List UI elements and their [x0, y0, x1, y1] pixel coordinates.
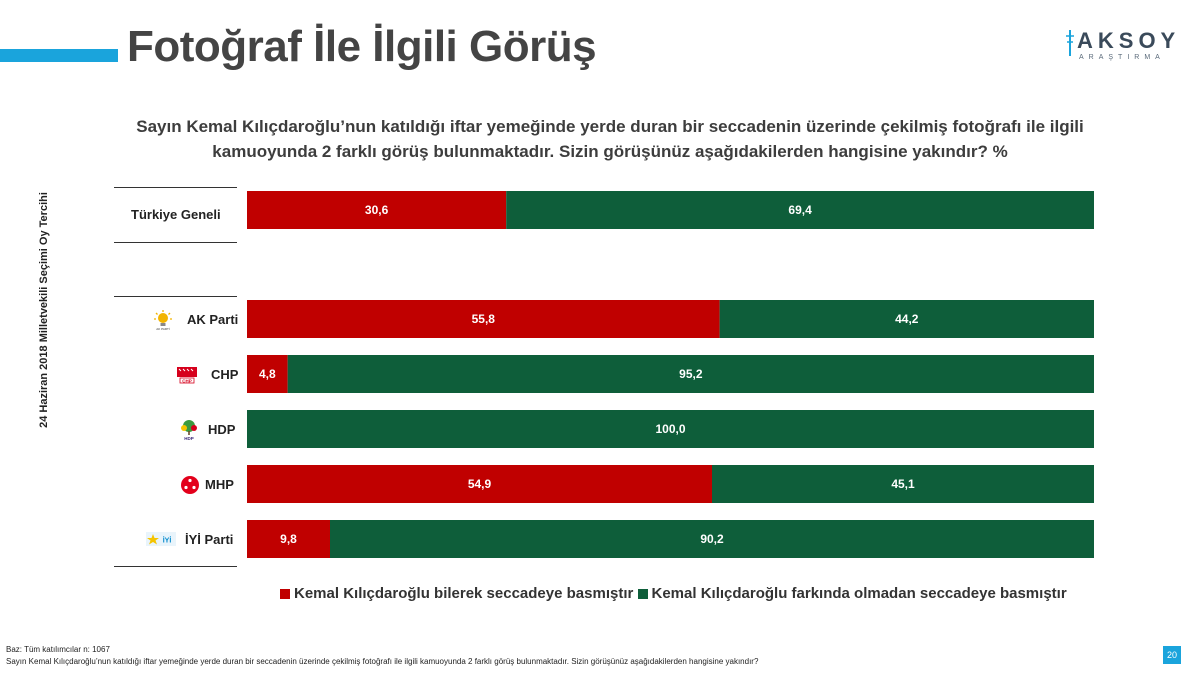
category-label-chp: CHP [211, 367, 239, 382]
aksoy-logo: AKSOY ARAŞTIRMA [1063, 28, 1183, 64]
category-label-ak-parti: AK Parti [187, 312, 239, 327]
row-rule-top [114, 187, 237, 188]
legend-swatch-green [637, 588, 648, 599]
svg-text:HDP: HDP [184, 436, 194, 441]
legend-label-green: Kemal Kılıçdaroğlu farkında olmadan secc… [651, 585, 1067, 602]
page-title: Fotoğraf İle İlgili Görüş [127, 22, 597, 71]
bar-value-label: 9,8 [280, 532, 297, 546]
hdp-tree-icon: HDP [181, 420, 197, 441]
bar-value-label: 95,2 [679, 367, 703, 381]
legend-item-red: Kemal Kılıçdaroğlu bilerek seccadeye bas… [280, 585, 633, 602]
bar-value-label: 55,8 [472, 312, 496, 326]
bar-value-label: 30,6 [365, 203, 389, 217]
iyi-parti-logo-icon: İYİ [146, 532, 176, 546]
row-rule-bottom [114, 566, 237, 567]
category-label-hdp: HDP [208, 422, 236, 437]
chp-logo-icon: CHP [177, 367, 197, 384]
bar-segment-green [287, 355, 1094, 393]
ak-parti-bulb-icon: AK PARTİ [154, 310, 172, 331]
bar-segment-red [247, 355, 288, 393]
bar-value-label: 54,9 [468, 477, 492, 491]
bar-segment-red [247, 520, 331, 558]
survey-question: Sayın Kemal Kılıçdaroğlu’nun katıldığı i… [136, 117, 1084, 161]
bar-segment-green [247, 410, 1094, 448]
page-number: 20 [1163, 646, 1181, 664]
bar-value-label: 90,2 [700, 532, 724, 546]
bar-segment-red [247, 465, 713, 503]
category-label-mhp: MHP [205, 477, 234, 492]
bar-segment-green [506, 191, 1094, 229]
logo-text: AKSOY [1077, 28, 1181, 53]
logo-mark-icon [1066, 30, 1074, 56]
bar-segment-red [247, 300, 720, 338]
bar-segment-red [247, 191, 507, 229]
row-rule [114, 242, 237, 243]
legend-label-red: Kemal Kılıçdaroğlu bilerek seccadeye bas… [294, 585, 634, 602]
svg-text:AK PARTİ: AK PARTİ [156, 326, 170, 331]
svg-text:CHP: CHP [182, 378, 192, 383]
title-accent-bar [0, 49, 118, 62]
bar-segment-green [719, 300, 1094, 338]
bar-value-label: 44,2 [895, 312, 919, 326]
bar-value-label: 4,8 [259, 367, 276, 381]
footnote-question: Sayın Kemal Kılıçdaroğlu’nun katıldığı i… [6, 657, 759, 666]
mhp-logo-icon [181, 476, 199, 494]
bar-value-label: 69,4 [788, 203, 812, 217]
legend-item-green: Kemal Kılıçdaroğlu farkında olmadan secc… [637, 585, 1067, 602]
category-label-turkiye: Türkiye Geneli [131, 207, 221, 222]
footnote-base: Baz: Tüm katılımcılar n: 1067 [6, 645, 110, 654]
legend-swatch-red [280, 588, 290, 599]
bar-value-label: 45,1 [891, 477, 915, 491]
category-label-iyi-parti: İYİ Parti [185, 532, 234, 547]
bar-segment-green [330, 520, 1095, 558]
logo-subtext: ARAŞTIRMA [1079, 54, 1165, 61]
bar-segment-green [712, 465, 1094, 503]
bar-value-label: 100,0 [655, 422, 685, 436]
svg-text:İYİ: İYİ [163, 537, 172, 545]
row-rule [114, 296, 237, 297]
chart-legend: Kemal Kılıçdaroğlu bilerek seccadeye bas… [280, 585, 1067, 603]
